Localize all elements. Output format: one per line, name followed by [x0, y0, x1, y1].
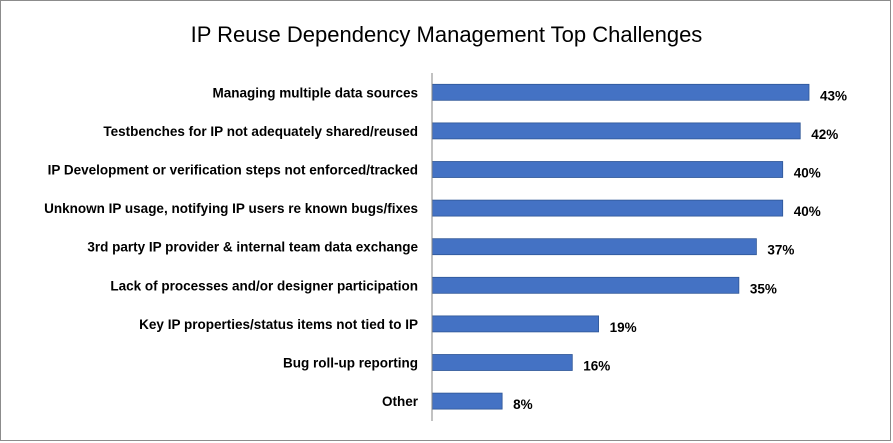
- category-label: 3rd party IP provider & internal team da…: [87, 240, 418, 255]
- bar-6: [431, 276, 740, 294]
- category-label: Key IP properties/status items not tied …: [139, 317, 418, 332]
- category-label: Unknown IP usage, notifying IP users re …: [44, 201, 418, 216]
- category-label: Other: [382, 394, 419, 409]
- category-label: Bug roll-up reporting: [283, 356, 418, 371]
- value-label: 16%: [583, 359, 610, 374]
- category-label: Lack of processes and/or designer partic…: [110, 278, 418, 293]
- value-label: 42%: [811, 127, 838, 142]
- value-label: 40%: [794, 166, 821, 181]
- bar-2: [431, 122, 801, 140]
- bar-8: [431, 354, 573, 371]
- value-label: 35%: [750, 281, 777, 296]
- chart-title: IP Reuse Dependency Management Top Chall…: [190, 22, 703, 47]
- category-label: Managing multiple data sources: [212, 85, 418, 100]
- value-labels: 43% 42% 40% 40% 37% 35% 19% 16% 8%: [513, 88, 847, 412]
- category-label: IP Development or verification steps not…: [48, 163, 418, 178]
- category-labels: Managing multiple data sources Testbenche…: [44, 85, 419, 409]
- value-label: 40%: [794, 204, 821, 219]
- bar-4: [431, 199, 784, 217]
- bar-3: [431, 161, 784, 178]
- value-label: 8%: [513, 397, 533, 412]
- value-label: 19%: [610, 320, 637, 335]
- bar-9: [431, 392, 503, 410]
- bars-group: [431, 83, 810, 410]
- value-label: 43%: [820, 88, 847, 103]
- bar-5: [431, 238, 757, 256]
- bar-1: [431, 83, 810, 101]
- bar-7: [431, 315, 599, 333]
- value-label: 37%: [767, 243, 794, 258]
- category-label: Testbenches for IP not adequately shared…: [103, 124, 418, 139]
